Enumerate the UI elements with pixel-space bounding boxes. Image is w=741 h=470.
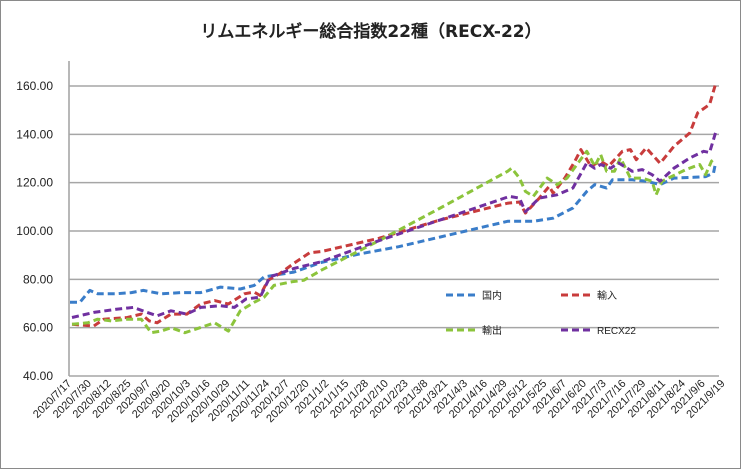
series-lines — [70, 83, 717, 335]
y-axis: 40.00 60.00 80.00 100.00 120.00 140.00 160.00 — [16, 79, 53, 383]
y-tick-label: 80.00 — [23, 272, 53, 286]
series-line-1 — [70, 162, 717, 304]
legend-label: RECX22 — [597, 326, 636, 337]
series-line-4 — [71, 132, 717, 319]
y-tick-label: 140.00 — [16, 127, 53, 141]
series-line-3 — [71, 149, 717, 335]
series-line-2 — [71, 83, 717, 328]
y-tick-label: 40.00 — [23, 369, 53, 383]
chart-title: リムエネルギー総合指数22種（RECX-22） — [200, 21, 541, 42]
legend-label: 国内 — [482, 289, 502, 302]
x-axis: 2020/7/172020/7/302020/8/122020/8/252020… — [31, 378, 727, 425]
y-tick-label: 100.00 — [16, 224, 53, 238]
y-tick-label: 60.00 — [23, 321, 53, 335]
legend-label: 輸出 — [482, 324, 502, 337]
y-tick-label: 120.00 — [16, 176, 53, 190]
legend-label: 輸入 — [597, 289, 617, 302]
y-tick-label: 160.00 — [16, 79, 53, 93]
